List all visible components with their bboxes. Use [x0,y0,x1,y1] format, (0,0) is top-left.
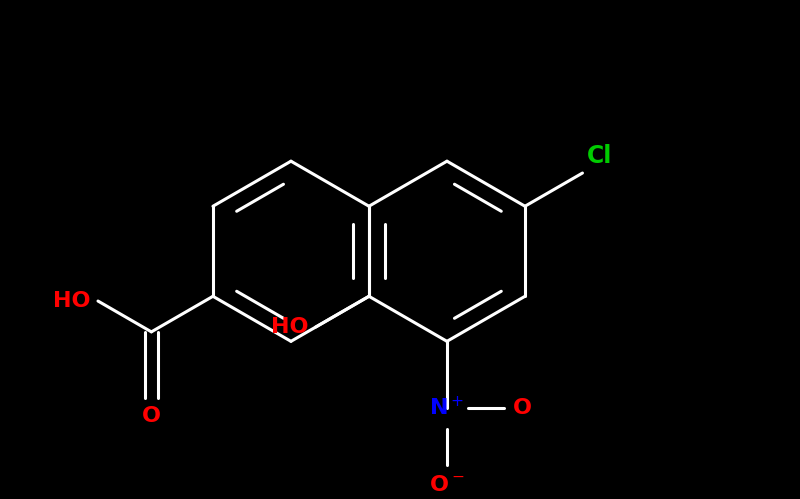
Text: HO: HO [270,317,308,337]
Text: O$^-$: O$^-$ [430,475,465,495]
Text: HO: HO [53,291,90,311]
Text: O: O [514,398,532,418]
Text: Cl: Cl [587,144,613,168]
Text: N$^+$: N$^+$ [430,396,465,419]
Text: O: O [142,406,161,426]
